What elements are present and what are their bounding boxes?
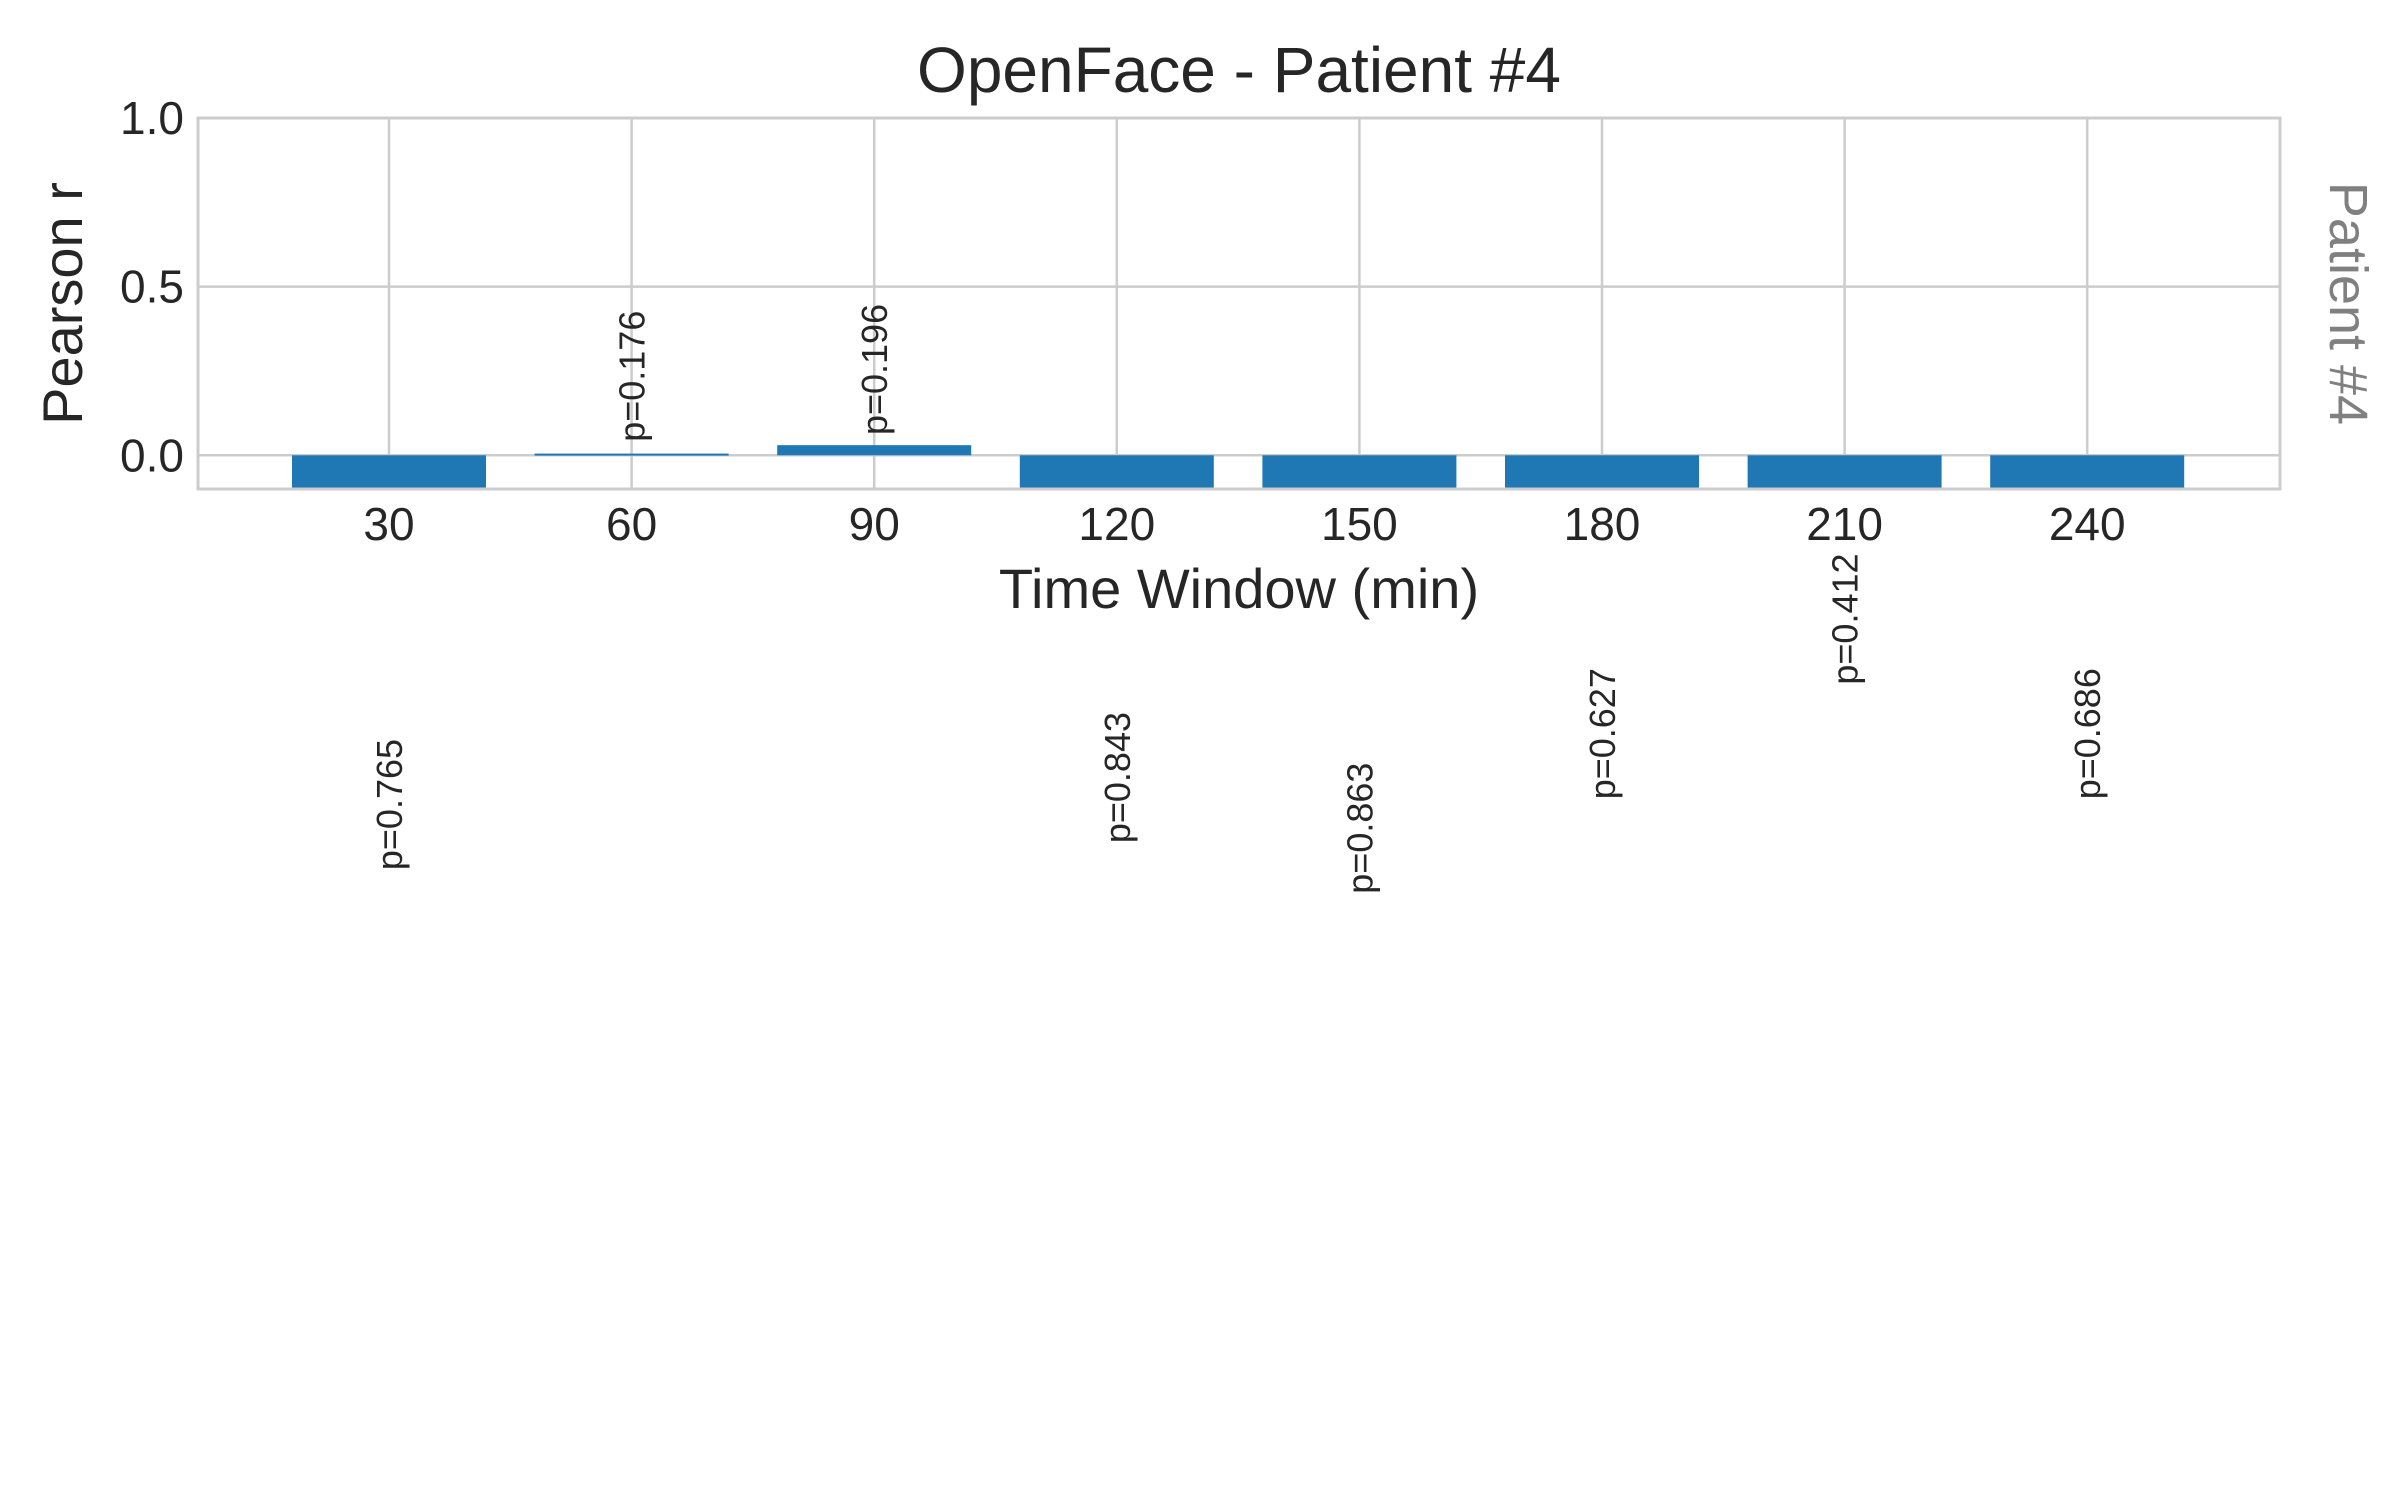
p-value-label-150: p=0.863 <box>1339 763 1380 894</box>
p-value-label-60: p=0.176 <box>612 311 653 442</box>
y-tick-label-2: 1.0 <box>120 92 184 144</box>
y-tick-label-1: 0.5 <box>120 261 184 313</box>
p-value-label-layer: p=0.765 p=0.176 p=0.196 p=0.843 p=0.863 p=0.6… <box>369 304 2108 894</box>
x-tick-label-60: 60 <box>606 498 657 550</box>
p-value-label-240: p=0.686 <box>2067 668 2108 799</box>
x-tick-label-240: 240 <box>2049 498 2126 550</box>
x-tick-label-180: 180 <box>1564 498 1641 550</box>
bar-210 <box>1747 455 1942 489</box>
plot-frame <box>196 116 2282 491</box>
x-tick-label-150: 150 <box>1321 498 1398 550</box>
bar-layer <box>292 445 2185 489</box>
bar-60 <box>534 453 729 456</box>
y-axis-label: Pearson r <box>31 182 94 425</box>
p-value-label-30: p=0.765 <box>369 739 410 870</box>
bar-30 <box>292 455 486 489</box>
x-tick-label-90: 90 <box>849 498 900 550</box>
x-tick-label-120: 120 <box>1078 498 1155 550</box>
bar-150 <box>1262 455 1457 489</box>
tick-layer: 0.0 0.5 1.0 30 60 90 120 150 180 210 240 <box>120 92 2126 550</box>
bar-120 <box>1019 455 1214 489</box>
x-tick-label-210: 210 <box>1806 498 1883 550</box>
x-tick-label-30: 30 <box>363 498 414 550</box>
p-value-label-210: p=0.412 <box>1825 553 1866 684</box>
bar-90 <box>777 445 972 456</box>
x-axis-label: Time Window (min) <box>999 557 1479 620</box>
bar-180 <box>1505 455 1699 489</box>
side-patient-label: Patient #4 <box>2318 182 2378 425</box>
p-value-label-90: p=0.196 <box>854 304 895 435</box>
bar-240 <box>1990 455 2185 489</box>
p-value-label-120: p=0.843 <box>1097 712 1138 843</box>
y-tick-label-0: 0.0 <box>120 429 184 481</box>
chart-title: OpenFace - Patient #4 <box>917 34 1561 106</box>
p-value-label-180: p=0.627 <box>1582 668 1623 799</box>
grid-layer <box>198 116 2280 489</box>
